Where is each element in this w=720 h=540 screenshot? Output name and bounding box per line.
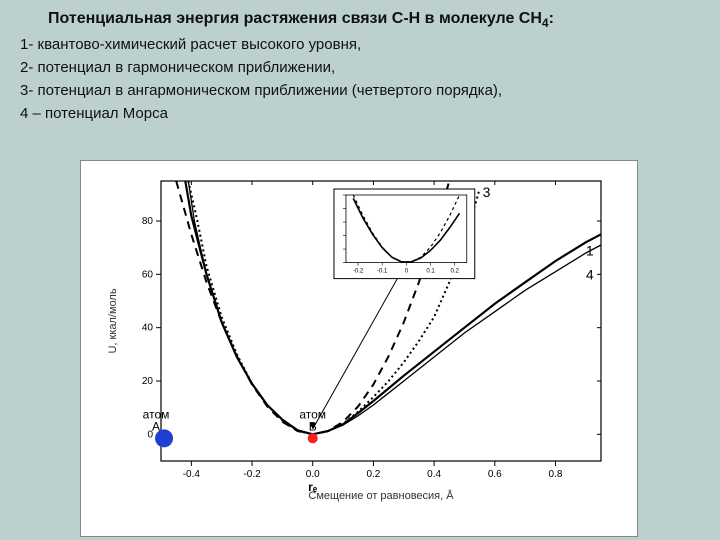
title-prefix: Потенциальная энергия растяжения связи С… (48, 10, 542, 27)
svg-text:0.6: 0.6 (488, 469, 502, 480)
svg-text:4: 4 (586, 267, 594, 283)
svg-text:0.2: 0.2 (366, 469, 380, 480)
svg-text:-0.4: -0.4 (183, 469, 201, 480)
legend-line-1: 1- квантово-химический расчет высокого у… (20, 36, 710, 53)
svg-text:U, ккал/моль: U, ккал/моль (107, 288, 119, 353)
svg-text:-0.1: -0.1 (377, 269, 388, 275)
svg-text:A: A (152, 419, 160, 433)
header-text: Потенциальная энергия растяжения связи С… (20, 10, 710, 128)
legend-line-2: 2- потенциал в гармоническом приближении… (20, 59, 710, 76)
svg-text:0.1: 0.1 (426, 269, 435, 275)
svg-text:-0.2: -0.2 (243, 469, 261, 480)
potential-chart: -0.4-0.20.00.20.40.60.8020406080Смещение… (81, 161, 637, 536)
svg-text:40: 40 (142, 323, 154, 334)
title-suffix: : (549, 10, 554, 27)
title-sub: 4 (542, 16, 549, 30)
legend-line-3: 3- потенциал в ангармоническом приближен… (20, 82, 710, 99)
svg-text:B: B (309, 419, 317, 433)
svg-text:1: 1 (586, 243, 594, 259)
legend-line-4: 4 – потенциал Морса (20, 105, 710, 122)
svg-text:20: 20 (142, 376, 154, 387)
svg-text:0.0: 0.0 (306, 469, 320, 480)
svg-text:rₑ: rₑ (308, 480, 318, 494)
svg-text:80: 80 (142, 216, 154, 227)
svg-text:Смещение от равновесия, Å: Смещение от равновесия, Å (308, 489, 454, 502)
title: Потенциальная энергия растяжения связи С… (48, 10, 710, 30)
chart-container: -0.4-0.20.00.20.40.60.8020406080Смещение… (80, 160, 638, 537)
svg-text:0.8: 0.8 (549, 469, 563, 480)
svg-text:3: 3 (483, 184, 491, 200)
svg-text:0.2: 0.2 (451, 269, 460, 275)
svg-text:0.4: 0.4 (427, 469, 441, 480)
svg-text:-0.2: -0.2 (353, 269, 364, 275)
svg-text:60: 60 (142, 269, 154, 280)
